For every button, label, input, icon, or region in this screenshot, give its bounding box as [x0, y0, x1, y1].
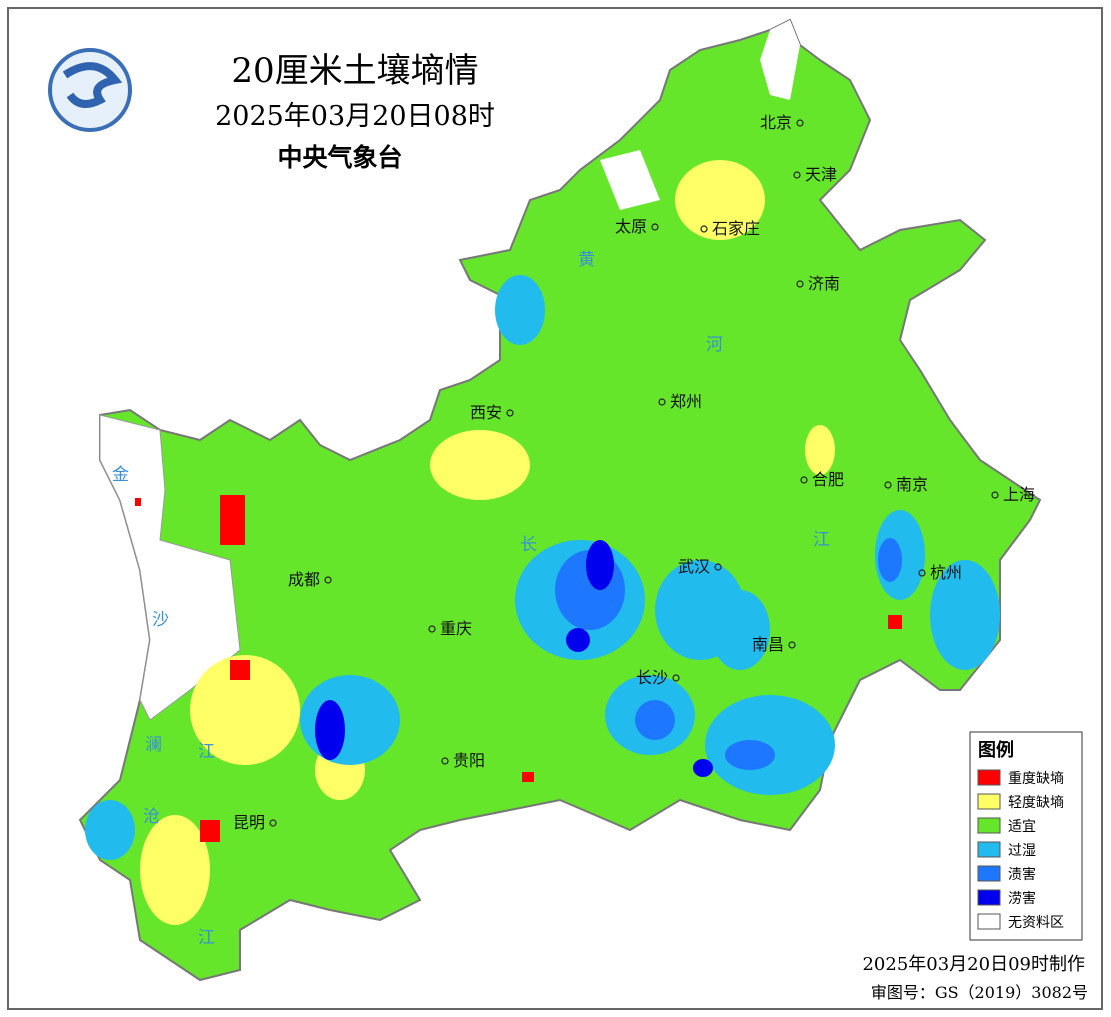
city-label: 上海: [1003, 485, 1035, 504]
no-data-area: [600, 150, 660, 210]
agency: 中央气象台: [277, 143, 402, 172]
legend-label: 涝害: [1008, 891, 1036, 907]
city-label: 合肥: [812, 470, 844, 489]
legend-label: 无资料区: [1008, 915, 1064, 931]
city-label: 杭州: [930, 563, 962, 582]
city-label: 南京: [896, 475, 928, 494]
river-label: 金: [112, 465, 129, 485]
river-label: 河: [706, 335, 723, 355]
legend-box: [969, 731, 1083, 941]
city-marker: [428, 625, 436, 633]
city-marker: [918, 569, 926, 577]
city-marker: [788, 641, 796, 649]
no-data-area: [760, 20, 800, 100]
city-label: 北京: [760, 113, 792, 132]
river-label: 沙: [152, 610, 169, 630]
city-label: 太原: [615, 217, 647, 236]
city-marker: [991, 491, 999, 499]
river-label: 江: [198, 742, 215, 762]
city-label: 成都: [288, 570, 320, 589]
city-marker: [884, 481, 892, 489]
city-marker: [441, 757, 449, 765]
city-marker: [793, 171, 801, 179]
city-marker: [506, 409, 514, 417]
legend-swatch: [977, 865, 1001, 882]
legend-label: 渍害: [1008, 867, 1036, 883]
city-marker: [800, 476, 808, 484]
legend-label: 轻度缺墒: [1008, 795, 1064, 811]
title: 20厘米土壤墒情: [231, 51, 478, 91]
legend-swatch: [977, 889, 1001, 906]
no-data-area: [99, 414, 241, 721]
city-label: 武汉: [678, 557, 710, 576]
river-label: 沧: [143, 807, 160, 827]
city-label: 昆明: [233, 813, 265, 832]
city-label: 西安: [470, 403, 502, 422]
logo: [48, 48, 132, 132]
city-label: 贵阳: [453, 751, 485, 770]
legend-swatch: [977, 817, 1001, 834]
city-label: 长沙: [636, 668, 668, 687]
city-marker: [324, 576, 332, 584]
legend-label: 重度缺墒: [1008, 771, 1064, 787]
flood-areas: [315, 540, 713, 777]
city-marker: [700, 225, 708, 233]
severe-dry-areas: [135, 495, 902, 842]
river-label: 江: [198, 928, 215, 948]
river-label: 黄: [578, 250, 595, 270]
legend-label: 适宜: [1008, 819, 1036, 835]
city-label: 天津: [805, 165, 837, 184]
city-label: 石家庄: [712, 219, 760, 238]
legend-swatch: [977, 841, 1001, 858]
river-label: 澜: [145, 735, 162, 755]
city-label: 南昌: [752, 635, 784, 654]
city-marker: [651, 223, 659, 231]
city-marker: [714, 563, 722, 571]
city-marker: [672, 674, 680, 682]
map-area: [78, 18, 1042, 982]
river-label: 江: [813, 530, 830, 550]
legend-swatch: [977, 913, 1001, 930]
legend-swatch: [977, 793, 1001, 810]
city-label: 郑州: [670, 392, 702, 411]
city-marker: [796, 119, 804, 127]
city-marker: [658, 398, 666, 406]
legend-swatch: [977, 769, 1001, 786]
city-marker: [269, 819, 277, 827]
river-label: 长: [520, 535, 537, 555]
city-marker: [796, 280, 804, 288]
city-label: 济南: [808, 274, 840, 293]
city-label: 重庆: [440, 619, 472, 638]
footer-made: 2025年03月20日09时制作: [862, 954, 1085, 975]
legend-title: 图例: [978, 739, 1014, 761]
dry-areas: [140, 160, 835, 925]
legend-label: 过湿: [1008, 843, 1036, 859]
subtitle: 2025年03月20日08时: [215, 101, 495, 132]
footer-approval: 审图号：GS（2019）3082号: [871, 983, 1088, 1002]
